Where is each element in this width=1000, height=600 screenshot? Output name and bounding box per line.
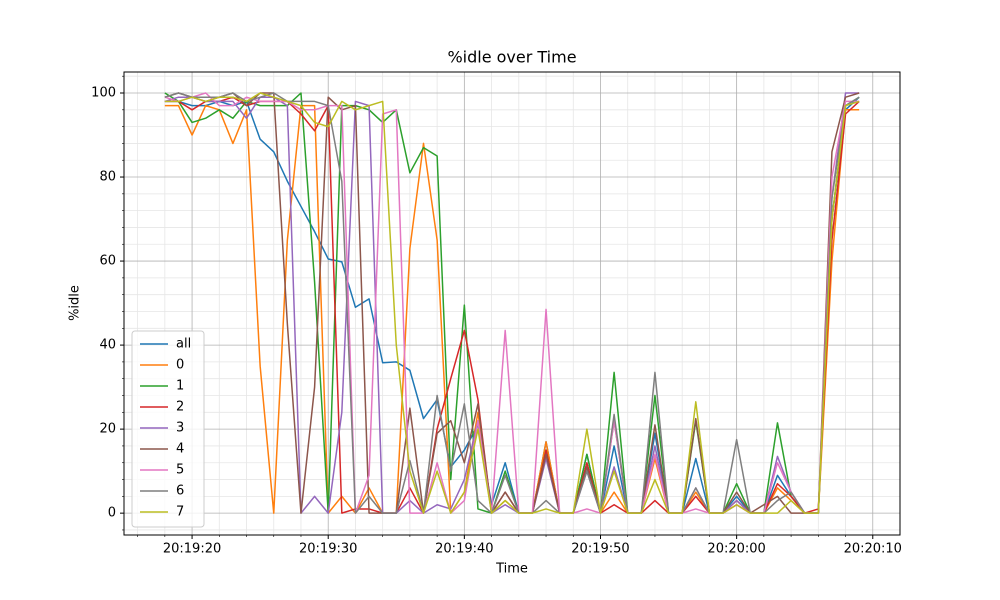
series-line	[164, 92, 860, 514]
legend-label: 3	[176, 421, 184, 436]
legend-label: 4	[176, 442, 184, 457]
ticks: 20:19:20 20:19:30 20:19:40 20:19:50 20:20:00…	[91, 75, 902, 557]
series-line	[164, 96, 860, 514]
x-axis-label: Time	[495, 562, 528, 577]
plot-frame	[123, 71, 901, 536]
legend-label: 0	[176, 358, 184, 373]
grid	[124, 72, 900, 535]
x-tick-label: 20:20:00	[707, 542, 765, 557]
x-tick-label: 20:20:10	[844, 542, 902, 557]
x-tick-label: 20:19:30	[299, 542, 357, 557]
x-tick-label: 20:19:50	[571, 542, 629, 557]
lines	[164, 92, 860, 514]
legend-label: 5	[176, 463, 184, 478]
legend-label: 2	[176, 400, 184, 415]
x-tick-label: 20:19:40	[435, 542, 493, 557]
y-tick-label: 0	[108, 506, 116, 521]
series-line	[164, 92, 860, 514]
x-tick-label: 20:19:20	[163, 542, 221, 557]
y-tick-label: 40	[99, 338, 116, 353]
y-tick-label: 60	[99, 254, 116, 269]
legend-label: 7	[176, 505, 184, 520]
y-axis-label: %idle	[68, 285, 83, 321]
y-tick-label: 80	[99, 170, 116, 185]
legend-label: 1	[176, 379, 184, 394]
chart-title: %idle over Time	[447, 48, 576, 67]
series-line	[164, 92, 860, 514]
y-tick-label: 100	[91, 86, 116, 101]
legend-box	[131, 330, 205, 528]
y-tick-label: 20	[99, 422, 116, 437]
legend: all 0 1 2 3 4 5 6 7	[131, 330, 205, 528]
legend-label: all	[176, 337, 191, 352]
legend-label: 6	[176, 484, 184, 499]
